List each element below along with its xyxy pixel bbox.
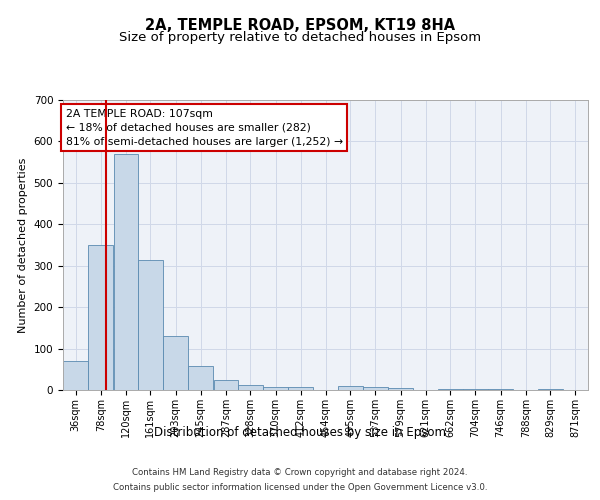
Bar (463, 389, 488, 390)
Text: 2A TEMPLE ROAD: 107sqm
← 18% of detached houses are smaller (282)
81% of semi-de: 2A TEMPLE ROAD: 107sqm ← 18% of detached… (65, 108, 343, 146)
Bar (63, 361, 88, 390)
Bar (388, 388, 413, 390)
Bar (438, 389, 463, 390)
Text: Distribution of detached houses by size in Epsom: Distribution of detached houses by size … (154, 426, 446, 439)
Text: Contains HM Land Registry data © Crown copyright and database right 2024.: Contains HM Land Registry data © Crown c… (132, 468, 468, 477)
Bar (88, 245, 113, 390)
Bar (113, 154, 138, 390)
Text: Size of property relative to detached houses in Epsom: Size of property relative to detached ho… (119, 31, 481, 44)
Bar (214, 380, 238, 390)
Bar (188, 366, 213, 390)
Text: Contains public sector information licensed under the Open Government Licence v3: Contains public sector information licen… (113, 483, 487, 492)
Y-axis label: Number of detached properties: Number of detached properties (18, 158, 28, 332)
Bar (538, 389, 563, 390)
Bar (363, 387, 388, 390)
Bar (138, 260, 163, 390)
Bar (289, 387, 313, 390)
Bar (488, 389, 513, 390)
Bar (263, 387, 288, 390)
Bar (238, 384, 263, 390)
Bar (163, 336, 188, 390)
Text: 2A, TEMPLE ROAD, EPSOM, KT19 8HA: 2A, TEMPLE ROAD, EPSOM, KT19 8HA (145, 18, 455, 32)
Bar (338, 386, 362, 390)
